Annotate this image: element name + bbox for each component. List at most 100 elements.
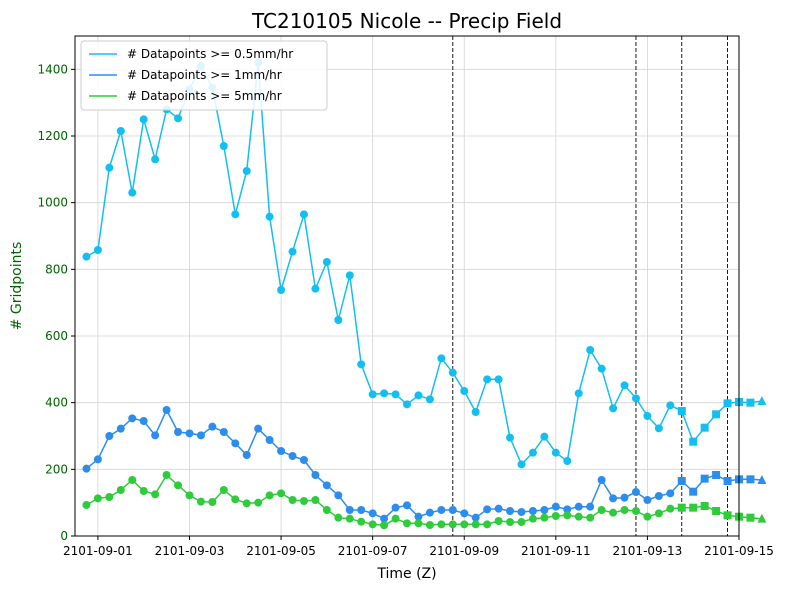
- x-tick-label: 2101-09-15: [704, 544, 774, 558]
- data-point: [643, 512, 652, 521]
- data-point: [334, 513, 343, 522]
- x-tick-label: 2101-09-01: [63, 544, 133, 558]
- data-point: [174, 481, 183, 490]
- data-point: [631, 394, 640, 403]
- legend-label: # Datapoints >= 0.5mm/hr: [127, 47, 293, 61]
- data-point: [494, 504, 503, 513]
- data-point: [93, 246, 102, 254]
- data-point: [563, 505, 572, 514]
- data-point: [391, 514, 400, 523]
- data-point: [299, 497, 308, 505]
- data-point: [322, 258, 331, 266]
- data-point: [448, 520, 457, 529]
- data-point: [277, 286, 286, 294]
- data-point: [620, 506, 629, 514]
- data-point: [471, 408, 480, 416]
- data-point: [574, 502, 583, 511]
- data-point: [368, 520, 377, 529]
- data-point: [311, 496, 320, 504]
- data-point: [254, 424, 263, 433]
- data-point: [357, 506, 366, 514]
- data-point: [288, 247, 297, 256]
- data-point: [437, 520, 446, 529]
- data-point: [116, 424, 125, 433]
- data-point: [380, 389, 389, 398]
- data-point: [265, 212, 274, 221]
- data-point: [334, 491, 343, 500]
- data-point: [437, 506, 446, 514]
- data-point: [277, 447, 286, 455]
- data-point: [677, 477, 686, 485]
- series-3: [82, 471, 767, 530]
- data-point: [425, 521, 434, 529]
- data-point: [82, 464, 91, 473]
- data-point: [185, 429, 194, 438]
- data-point: [528, 507, 537, 515]
- data-point: [403, 519, 411, 528]
- data-point: [677, 407, 686, 415]
- data-point: [574, 512, 583, 521]
- data-point: [700, 502, 709, 510]
- data-point: [414, 512, 423, 521]
- data-point: [757, 475, 767, 484]
- data-point: [723, 477, 732, 485]
- data-point: [242, 167, 251, 175]
- data-point: [105, 432, 114, 440]
- data-point: [517, 460, 526, 469]
- data-point: [689, 487, 698, 496]
- data-point: [403, 501, 411, 510]
- data-point: [666, 401, 675, 410]
- data-point: [93, 494, 102, 503]
- y-axis-label: # Gridpoints: [9, 242, 25, 331]
- data-point: [483, 375, 492, 384]
- data-point: [540, 506, 549, 514]
- data-point: [563, 457, 572, 465]
- data-point: [414, 519, 423, 528]
- data-point: [517, 518, 526, 526]
- y-tick-label: 0: [60, 529, 68, 543]
- data-point: [265, 491, 274, 500]
- data-point: [700, 423, 709, 432]
- data-point: [139, 487, 148, 495]
- y-tick-label: 600: [45, 329, 68, 343]
- data-point: [334, 316, 343, 324]
- data-point: [139, 115, 148, 124]
- data-point: [483, 520, 492, 529]
- data-point: [105, 493, 114, 501]
- data-point: [219, 486, 228, 494]
- series-layer: [82, 58, 767, 530]
- data-point: [609, 494, 618, 503]
- data-point: [151, 431, 160, 440]
- data-point: [299, 456, 308, 464]
- data-point: [185, 491, 194, 500]
- chart-title: TC210105 Nicole -- Precip Field: [251, 9, 562, 33]
- data-point: [620, 381, 629, 390]
- data-point: [631, 507, 640, 515]
- data-point: [162, 471, 171, 479]
- data-point: [139, 417, 148, 425]
- data-point: [746, 475, 755, 484]
- vertical-event-lines: [452, 36, 729, 536]
- data-point: [506, 433, 515, 442]
- data-point: [425, 395, 434, 404]
- data-point: [494, 517, 503, 525]
- y-tick-label: 1000: [37, 196, 68, 210]
- data-point: [196, 431, 205, 440]
- data-point: [208, 498, 217, 506]
- data-point: [322, 506, 331, 514]
- data-point: [368, 509, 377, 518]
- series-line: [86, 473, 762, 527]
- data-point: [288, 496, 297, 504]
- x-axis-label: Time (Z): [376, 566, 436, 582]
- y-tick-label: 800: [45, 262, 68, 276]
- y-tick-label: 200: [45, 462, 68, 476]
- data-point: [586, 502, 595, 511]
- data-point: [528, 514, 537, 523]
- data-point: [551, 448, 560, 457]
- data-point: [551, 502, 560, 511]
- data-point: [597, 476, 606, 484]
- data-point: [540, 432, 549, 441]
- data-point: [231, 210, 240, 219]
- data-point: [322, 481, 331, 490]
- data-point: [265, 436, 274, 444]
